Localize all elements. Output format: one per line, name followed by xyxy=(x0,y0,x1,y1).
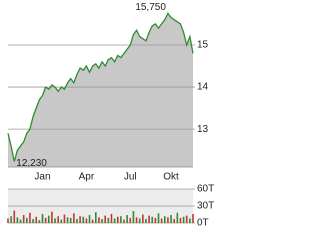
y-tick-label: 0T xyxy=(197,218,209,229)
volume-bar xyxy=(157,213,160,223)
volume-bar xyxy=(16,217,19,223)
volume-bar xyxy=(38,220,41,223)
volume-bar xyxy=(26,217,28,223)
volume-bar xyxy=(73,213,75,223)
volume-bar xyxy=(29,212,31,223)
volume-bar xyxy=(104,215,107,223)
volume-bar xyxy=(148,215,150,223)
volume-bar xyxy=(10,216,12,223)
y-tick-label: 60T xyxy=(197,184,214,195)
volume-bar xyxy=(69,217,72,223)
volume-bar xyxy=(107,217,110,223)
volume-bar xyxy=(189,218,191,223)
volume-bar xyxy=(192,213,194,223)
volume-bar xyxy=(176,212,179,223)
price-line xyxy=(7,12,194,162)
volume-bar xyxy=(51,211,53,223)
volume-bar xyxy=(167,217,169,223)
volume-bar xyxy=(60,219,63,223)
volume-bar xyxy=(116,216,119,223)
volume-bar xyxy=(170,215,172,223)
x-tick-label: Okt xyxy=(163,172,179,183)
value-label: 15,750 xyxy=(135,2,166,13)
volume-bar xyxy=(79,216,81,223)
volume-bar xyxy=(185,215,188,223)
volume-bar xyxy=(154,217,157,223)
volume-bar xyxy=(35,216,38,223)
y-tick-label: 30T xyxy=(197,201,214,212)
volume-bar xyxy=(88,215,91,223)
volume-bar xyxy=(82,216,85,223)
volume-bar xyxy=(76,219,78,223)
volume-bar xyxy=(132,211,135,223)
volume-bar xyxy=(179,217,182,223)
volume-bar xyxy=(44,217,47,223)
y-tick-label: 15 xyxy=(197,40,209,51)
volume-bar xyxy=(7,218,9,223)
price-area xyxy=(8,13,193,168)
volume-bar xyxy=(91,219,94,223)
volume-bar xyxy=(54,218,56,223)
x-tick-label: Jan xyxy=(34,172,50,183)
volume-bar xyxy=(110,213,113,223)
x-tick-label: Jul xyxy=(124,172,137,183)
volume-bar xyxy=(138,218,141,223)
y-tick-label: 14 xyxy=(197,82,209,93)
volume-bar xyxy=(47,215,50,223)
volume-bar xyxy=(57,216,59,223)
volume-bar xyxy=(142,214,144,223)
volume-bar xyxy=(135,217,138,223)
volume-bar xyxy=(85,218,88,223)
volume-bar xyxy=(22,215,25,223)
volume-bar xyxy=(151,216,154,223)
volume-bar xyxy=(66,217,69,223)
volume-bar xyxy=(32,219,34,223)
volume-bar xyxy=(129,217,132,223)
volume-bar xyxy=(13,210,16,223)
volume-bar xyxy=(163,216,166,223)
volume-bar xyxy=(173,219,175,223)
volume-bar xyxy=(98,217,100,223)
volume-bar xyxy=(126,215,128,223)
volume-bar xyxy=(41,213,44,223)
chart: 13 14 15 Jan Apr Jul Okt 12,230 15,750 0T 30T 60T xyxy=(7,2,214,229)
value-label: 12,230 xyxy=(16,158,47,169)
volume-bar xyxy=(19,219,22,223)
volume-bar xyxy=(120,216,122,223)
volume-bar xyxy=(113,218,116,223)
volume-bar xyxy=(94,212,97,223)
volume-bar xyxy=(182,216,185,223)
y-tick-label: 13 xyxy=(197,124,209,135)
volume-bar xyxy=(123,219,125,223)
x-tick-label: Apr xyxy=(79,172,95,183)
volume-bar xyxy=(101,219,103,223)
volume-bar xyxy=(145,219,147,223)
volume-bar xyxy=(63,214,66,223)
volume-bar xyxy=(160,218,163,223)
